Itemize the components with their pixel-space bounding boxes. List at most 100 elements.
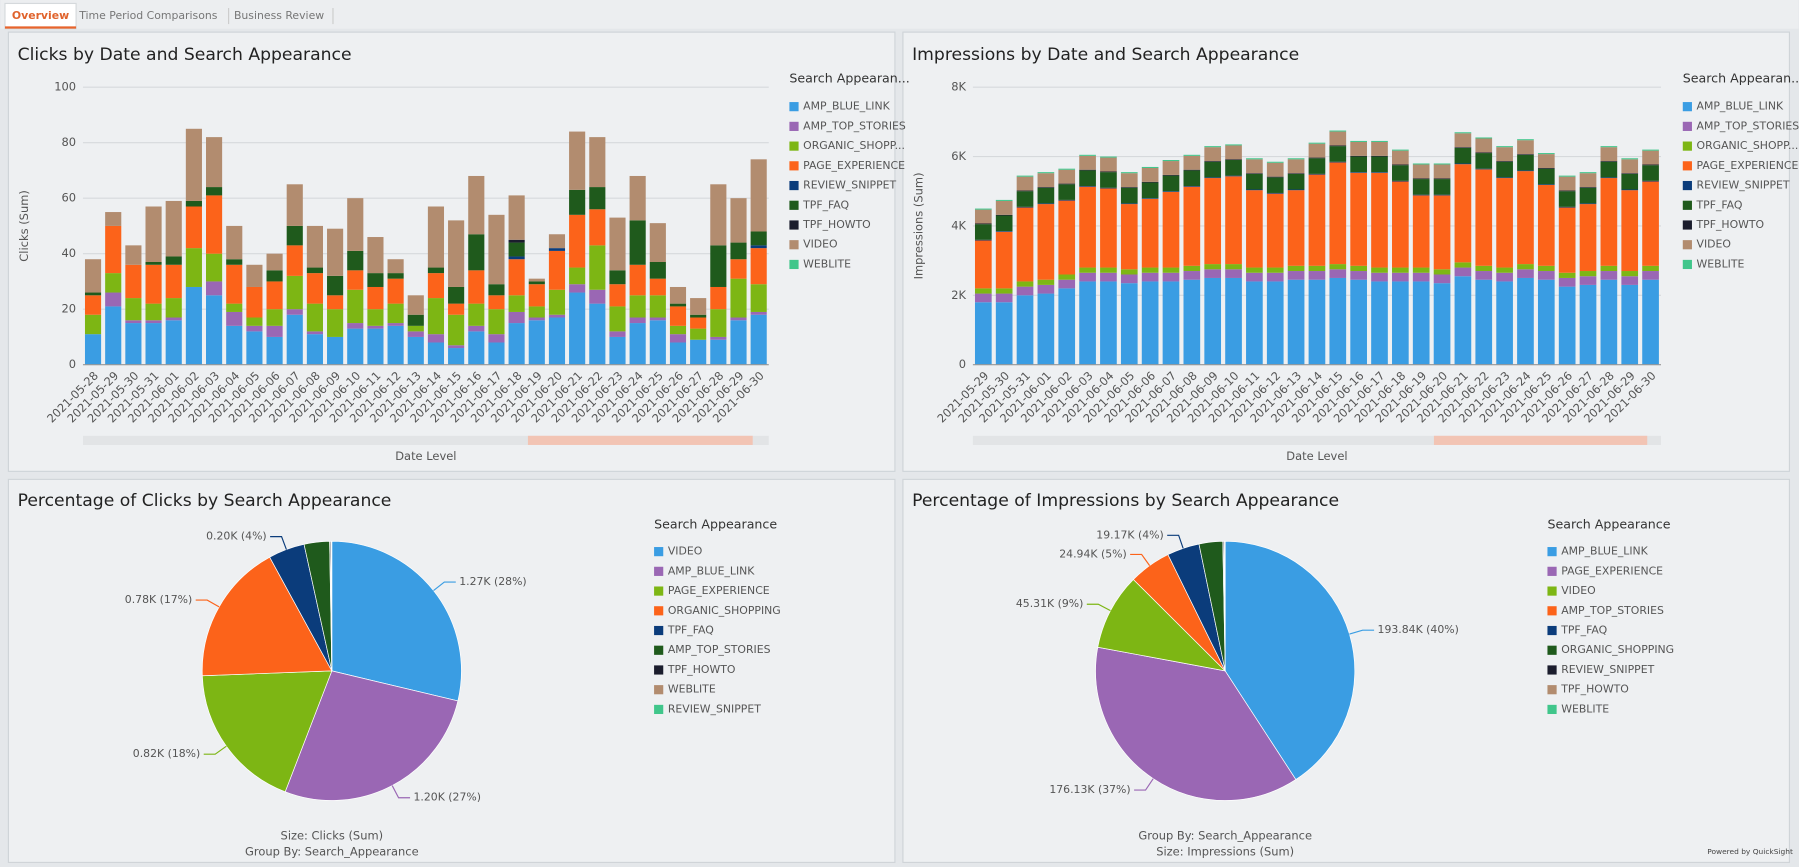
scroll-thumb[interactable] (1433, 435, 1648, 445)
bar-segment (1392, 165, 1409, 181)
data-label: 0.78K (17%) (125, 593, 192, 606)
bar-segment (629, 220, 646, 265)
bar-segment (1642, 149, 1659, 151)
chart-title: Impressions by Date and Search Appearanc… (912, 45, 1299, 65)
bar-segment (84, 259, 102, 293)
bar-segment (1454, 163, 1472, 165)
leader-line (270, 536, 287, 550)
bar-segment (226, 225, 243, 260)
bar-segment (1204, 264, 1222, 270)
tab[interactable]: Overview (12, 9, 69, 22)
legend-label: PAGE_EXPERIENCE (803, 159, 905, 172)
bar-segment (995, 214, 1013, 216)
bar-segment (1621, 189, 1639, 191)
bar-segment (609, 217, 626, 271)
bar-segment (1537, 154, 1555, 168)
pie-slice (1224, 540, 1226, 671)
legend-label: AMP_TOP_STORIES (1561, 604, 1664, 617)
bar-segment (548, 250, 566, 290)
legend-label: ORGANIC_SHOPP... (803, 139, 905, 152)
legend-label: WEBLITE (1561, 702, 1609, 715)
scrollbar[interactable] (82, 435, 769, 445)
bar-segment (1433, 195, 1451, 270)
bar-segment (1058, 169, 1076, 184)
bar-segment (710, 286, 727, 310)
bar-segment (1558, 277, 1576, 287)
legend-swatch (1547, 645, 1557, 655)
bar-segment (367, 309, 384, 326)
bar-segment (1100, 187, 1117, 189)
bar-segment (750, 314, 767, 365)
bar-segment (1162, 281, 1180, 365)
y-tick-label: 6K (951, 149, 966, 163)
bar-segment (1600, 279, 1618, 365)
bar-segment (1475, 153, 1493, 169)
bar-segment (145, 320, 162, 324)
bar-segment (266, 281, 283, 310)
bar-segment (468, 331, 485, 365)
bar-segment (165, 256, 182, 265)
bar-segment (995, 215, 1013, 232)
bar-segment (1475, 169, 1493, 266)
bar-segment (1329, 130, 1347, 132)
bar-segment (306, 273, 323, 304)
bar-segment (1141, 272, 1159, 282)
bar-segment (1454, 262, 1472, 268)
legend-swatch (1547, 606, 1557, 616)
y-tick-label: 4K (951, 218, 966, 232)
bar-segment (1579, 271, 1597, 277)
bar-segment (1204, 147, 1222, 162)
legend-swatch (1682, 102, 1692, 112)
footnote: Size: Impressions (Sum) (1156, 845, 1294, 859)
bar-segment (1141, 281, 1159, 365)
scroll-thumb[interactable] (527, 435, 753, 445)
bar-segment (1058, 183, 1076, 185)
bar-segment (1371, 267, 1388, 273)
bar-segment (1621, 173, 1639, 190)
bar-segment (1225, 144, 1242, 146)
bar-segment (1475, 137, 1493, 139)
bar-segment (1225, 264, 1242, 270)
scrollbar[interactable] (972, 435, 1661, 445)
bar-segment (488, 284, 505, 296)
bar-segment (1642, 150, 1659, 165)
legend-label: VIDEO (1561, 584, 1595, 597)
bar-segment (1412, 194, 1430, 196)
bar-segment (1600, 146, 1618, 148)
bar-segment (528, 306, 545, 318)
pie-slice (1097, 578, 1227, 672)
bar-segment (306, 331, 323, 335)
tab[interactable]: Time Period Comparisons (78, 9, 218, 22)
bar-segment (185, 206, 202, 249)
tab[interactable]: Business Review (234, 9, 324, 22)
bar-segment (1537, 279, 1555, 365)
bar-segment (1266, 177, 1284, 193)
bar-segment (995, 231, 1013, 289)
bar-segment (750, 159, 767, 232)
legend-label: VIDEO (1697, 238, 1731, 251)
bar-segment (1371, 141, 1388, 156)
bar-segment (165, 320, 182, 365)
bar-segment (1621, 159, 1639, 174)
bar-segment (1600, 161, 1618, 162)
bar-segment (488, 309, 505, 335)
x-axis-label: Date Level (395, 449, 456, 463)
legend-label: ORGANIC_SHOPP... (1697, 139, 1799, 152)
bar-segment (1621, 173, 1639, 174)
bar-segment (1433, 178, 1451, 180)
legend-label: VIDEO (803, 238, 837, 251)
bar-segment (1642, 279, 1659, 365)
bar-segment (1120, 274, 1138, 284)
bar-segment (387, 259, 404, 274)
bar-segment (1266, 281, 1284, 365)
legend-label: TPF_HOWTO (667, 663, 736, 676)
bar-segment (1079, 272, 1096, 282)
bar-segment (649, 223, 666, 263)
bar-segment (1183, 186, 1201, 187)
bar-segment (1246, 173, 1263, 190)
tab-active[interactable] (4, 2, 77, 30)
legend-swatch (789, 121, 799, 131)
bar-segment (710, 336, 727, 340)
x-axis-label: Date Level (1286, 449, 1347, 463)
